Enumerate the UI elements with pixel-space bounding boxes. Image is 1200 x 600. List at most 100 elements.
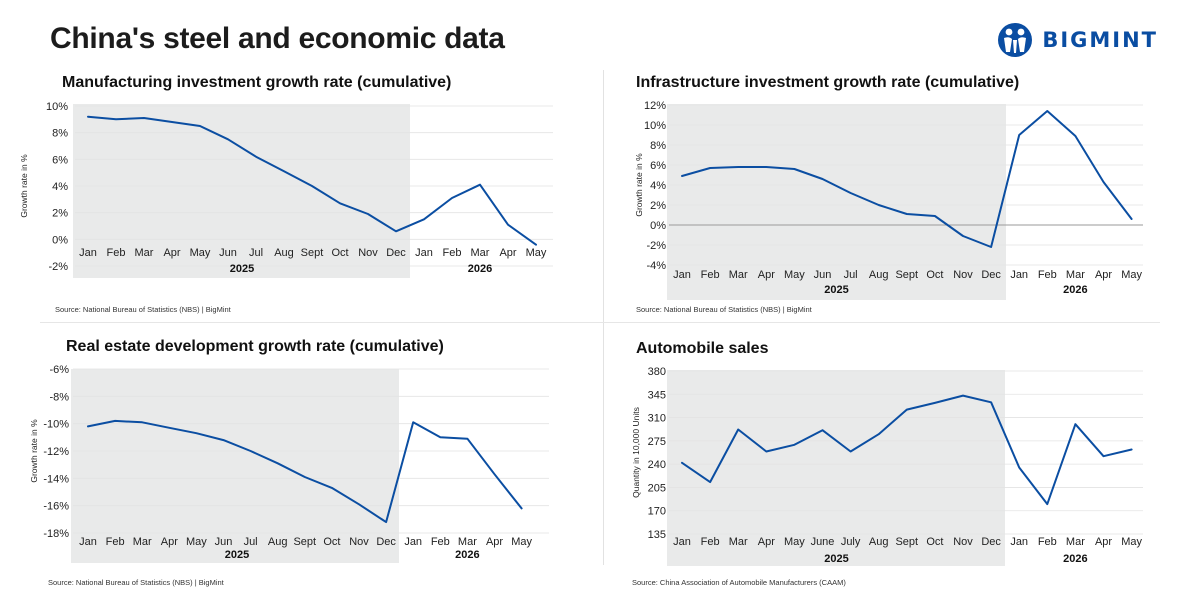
y-tick-label: -4% xyxy=(646,260,666,272)
data-point xyxy=(227,138,229,140)
x-tick-label: Feb xyxy=(107,247,126,259)
series-line xyxy=(681,394,1133,506)
data-point xyxy=(1131,449,1133,451)
x-tick-label: Feb xyxy=(1038,269,1057,281)
data-point xyxy=(990,246,992,248)
y-tick-label: 380 xyxy=(648,366,666,378)
x-tick-label: Mar xyxy=(133,536,152,548)
x-tick-label: July xyxy=(841,536,861,548)
year-label: 2026 xyxy=(455,549,479,561)
x-tick-label: Feb xyxy=(701,269,720,281)
data-point xyxy=(311,185,313,187)
chart-title: Real estate development growth rate (cum… xyxy=(66,338,444,355)
data-point xyxy=(1103,455,1105,457)
chart-automobile-sales: Automobile sales 135 170 205 240 275 310 345 38… xyxy=(600,320,1200,600)
data-point xyxy=(737,166,739,168)
data-point xyxy=(1103,181,1105,183)
x-tick-label: Nov xyxy=(349,536,369,548)
data-point xyxy=(304,476,306,478)
data-point xyxy=(87,116,89,118)
year-shade-region xyxy=(71,369,399,563)
chart-source: Source: National Bureau of Statistics (N… xyxy=(48,578,224,587)
x-tick-label: Jul xyxy=(244,536,258,548)
x-tick-label: May xyxy=(190,247,211,259)
year-shade-region xyxy=(667,370,1005,566)
x-tick-label: Dec xyxy=(981,536,1001,548)
chart-title: Manufacturing investment growth rate (cu… xyxy=(62,74,452,91)
y-tick-label: -8% xyxy=(49,391,69,403)
y-tick-label: 4% xyxy=(650,180,666,192)
x-tick-label: Mar xyxy=(458,536,477,548)
data-point xyxy=(331,487,333,489)
x-tick-label: May xyxy=(511,536,532,548)
x-tick-label: Oct xyxy=(331,247,348,259)
x-tick-label: Apr xyxy=(1095,269,1112,281)
data-point xyxy=(385,521,387,523)
chart-title: Infrastructure investment growth rate (c… xyxy=(636,74,1020,91)
data-point xyxy=(367,213,369,215)
data-point xyxy=(850,192,852,194)
data-point xyxy=(141,421,143,423)
x-tick-label: Sept xyxy=(895,269,918,281)
year-label: 2025 xyxy=(230,263,254,275)
x-tick-label: Dec xyxy=(981,269,1001,281)
x-tick-label: Sept xyxy=(301,247,324,259)
x-tick-label: May xyxy=(784,269,805,281)
data-point xyxy=(822,429,824,431)
x-tick-label: June xyxy=(811,536,835,548)
data-point xyxy=(906,213,908,215)
data-point xyxy=(681,462,683,464)
x-tick-label: May xyxy=(186,536,207,548)
x-tick-label: Feb xyxy=(1038,536,1057,548)
x-tick-label: Apr xyxy=(758,536,775,548)
chart-real-estate: Real estate development growth rate (cum… xyxy=(0,320,600,600)
data-point xyxy=(277,462,279,464)
y-tick-label: -14% xyxy=(43,473,69,485)
data-point xyxy=(521,507,523,509)
chart-svg: -4% -2% 0% 2% 4% 6% 8% 10% 12% Growth rate in % Ja… xyxy=(634,100,1143,300)
y-axis-label: Growth rate in % xyxy=(634,153,644,217)
data-point xyxy=(962,235,964,237)
data-point xyxy=(681,175,683,177)
chart-manufacturing: Manufacturing investment growth rate (cu… xyxy=(0,0,600,320)
data-point xyxy=(115,118,117,120)
data-point xyxy=(709,167,711,169)
x-tick-label: Mar xyxy=(1066,536,1085,548)
x-tick-label: Apr xyxy=(758,269,775,281)
y-tick-label: 345 xyxy=(648,389,666,401)
data-point xyxy=(737,429,739,431)
data-point xyxy=(1018,466,1020,468)
x-tick-label: Apr xyxy=(486,536,503,548)
data-point xyxy=(934,215,936,217)
data-point xyxy=(339,202,341,204)
y-tick-label: 12% xyxy=(644,100,666,112)
data-point xyxy=(507,224,509,226)
y-tick-label: 310 xyxy=(648,413,666,425)
data-point xyxy=(878,204,880,206)
series-line xyxy=(87,115,537,246)
x-tick-label: Jun xyxy=(814,269,832,281)
data-point xyxy=(168,427,170,429)
data-point xyxy=(878,433,880,435)
data-point xyxy=(358,503,360,505)
data-point xyxy=(195,432,197,434)
data-point xyxy=(962,395,964,397)
chart-svg: -2% 0% 2% 4% 6% 8% 10% Growth rate in % Jan Feb Ma… xyxy=(19,101,553,278)
chart-source: Source: National Bureau of Statistics (N… xyxy=(636,305,812,314)
data-point xyxy=(114,420,116,422)
data-point xyxy=(87,425,89,427)
x-tick-label: Aug xyxy=(268,536,288,548)
y-tick-label: 8% xyxy=(52,128,68,140)
x-tick-label: Apr xyxy=(499,247,516,259)
y-tick-label: 0% xyxy=(650,220,666,232)
y-tick-label: -2% xyxy=(646,240,666,252)
data-point xyxy=(250,450,252,452)
data-point xyxy=(1046,110,1048,112)
x-tick-label: Nov xyxy=(953,269,973,281)
data-point xyxy=(1074,423,1076,425)
year-shade-region xyxy=(667,104,1006,300)
y-axis-label: Growth rate in % xyxy=(19,154,29,218)
data-point xyxy=(765,166,767,168)
y-tick-label: 4% xyxy=(52,181,68,193)
x-tick-label: Nov xyxy=(358,247,378,259)
